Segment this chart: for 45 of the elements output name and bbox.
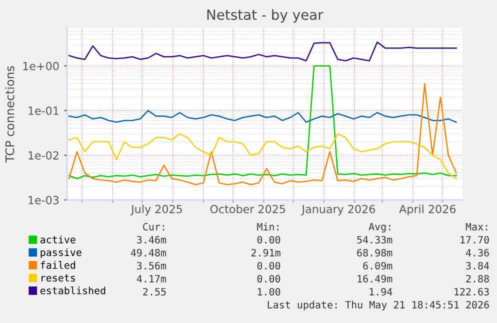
- text: 17.70: [460, 236, 489, 244]
- x-tick-label: July 2025: [130, 204, 182, 216]
- text: 4.36: [466, 248, 489, 257]
- line-series: [68, 65, 457, 180]
- y-tick-label: 1e+00: [23, 62, 59, 70]
- x-tick-label: January 2026: [301, 204, 375, 216]
- legend-label: failed: [40, 261, 76, 269]
- text: 49.48m: [130, 248, 166, 257]
- text: 0.00: [257, 274, 280, 283]
- text: Min:: [257, 222, 278, 230]
- text: 122.63: [454, 288, 489, 296]
- text: 3.56m: [137, 262, 166, 270]
- text: 3.84: [466, 262, 490, 270]
- text: Max:: [466, 223, 488, 231]
- text: 0.00: [257, 236, 280, 244]
- text: 2.91m: [251, 248, 280, 257]
- legend-label: passive: [40, 248, 82, 258]
- legend-label: active: [40, 236, 76, 244]
- y-tick-label: 1e-02: [28, 151, 58, 160]
- x-tick-label: October 2025: [210, 204, 286, 214]
- text: 4.17m: [136, 275, 166, 282]
- text: Cur:: [143, 222, 164, 231]
- text: 0.00: [257, 262, 280, 270]
- legend-label: resets: [42, 274, 75, 282]
- line-series: [68, 133, 457, 180]
- text: 68.98m: [357, 248, 392, 257]
- text: 3.46m: [137, 236, 166, 244]
- legend-label: established: [40, 286, 106, 294]
- x-tick-label: April 2026: [399, 204, 456, 216]
- text: Last update: Thu May 21 18:45:51 2026: [268, 300, 489, 310]
- line-series: [68, 41, 457, 62]
- line-series: [68, 110, 457, 123]
- chart-title: Netstat - by year: [207, 9, 324, 23]
- text: 54.33m: [357, 236, 392, 244]
- text: 16.49m: [358, 274, 392, 283]
- text: 2.88: [466, 274, 489, 283]
- y-tick-label: 1e-01: [28, 106, 58, 115]
- text: 2.55: [143, 288, 166, 296]
- text: Avg:: [368, 223, 390, 232]
- text: 1.94: [370, 288, 392, 296]
- y-tick-label: 1e-03: [28, 196, 59, 204]
- y-axis-title: TCP connections: [5, 66, 14, 162]
- text: 1.00: [258, 288, 280, 296]
- line-series: [68, 83, 457, 186]
- text: 6.09m: [363, 262, 392, 270]
